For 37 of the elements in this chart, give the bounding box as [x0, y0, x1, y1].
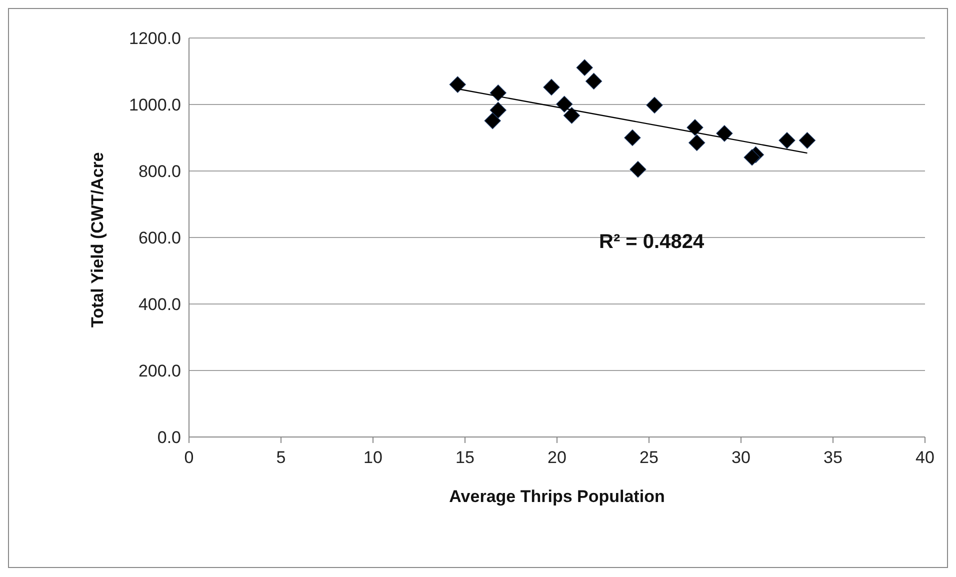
- point: [778, 132, 796, 149]
- x-tick-label: 5: [276, 448, 286, 468]
- y-tick-label: 400.0: [138, 295, 181, 314]
- point: [798, 132, 816, 149]
- x-tick-label: 15: [456, 448, 474, 468]
- point: [484, 112, 501, 130]
- point: [586, 72, 602, 90]
- x-tick-label: 40: [916, 448, 934, 468]
- point: [744, 149, 760, 166]
- point: [688, 134, 706, 152]
- point: [646, 96, 663, 114]
- point: [716, 125, 733, 142]
- y-tick-label: 1000.0: [129, 96, 181, 115]
- point: [686, 119, 704, 136]
- y-tick-label: 1200.0: [129, 29, 181, 48]
- point: [630, 161, 646, 178]
- x-axis-title: Average Thrips Population: [449, 487, 665, 506]
- x-tick-label: 35: [824, 448, 842, 468]
- y-axis-title: Total Yield (CWT/Acre: [88, 152, 108, 328]
- x-tick-label: 20: [548, 448, 566, 468]
- point: [449, 76, 466, 93]
- point: [543, 78, 560, 96]
- y-tick-label: 200.0: [138, 362, 181, 381]
- point: [624, 129, 641, 146]
- point: [490, 102, 506, 118]
- point: [556, 96, 573, 112]
- x-tick-label: 25: [640, 448, 658, 468]
- annotation: R² = 0.4824: [599, 231, 704, 254]
- x-tick-label: 0: [184, 448, 194, 468]
- y-tick-label: 0.0: [157, 428, 181, 448]
- y-tick-label: 800.0: [138, 162, 181, 182]
- point: [563, 107, 580, 124]
- x-tick-label: 30: [732, 448, 750, 468]
- point: [576, 59, 593, 76]
- x-tick-label: 10: [364, 448, 382, 468]
- y-tick-label: 600.0: [138, 228, 181, 248]
- point: [490, 84, 506, 102]
